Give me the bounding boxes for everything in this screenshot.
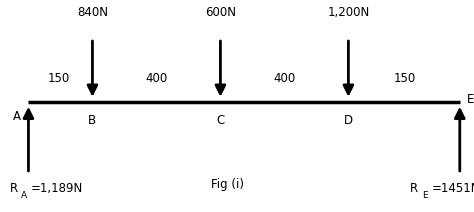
Text: B: B <box>88 114 97 127</box>
Text: E: E <box>467 93 474 106</box>
Text: A: A <box>21 191 27 200</box>
Text: Fig (i): Fig (i) <box>211 178 244 191</box>
Text: R: R <box>9 182 18 195</box>
Text: 150: 150 <box>394 72 416 85</box>
Text: 1,200N: 1,200N <box>327 6 370 19</box>
Text: 150: 150 <box>48 72 70 85</box>
Text: E: E <box>422 191 428 200</box>
Text: 400: 400 <box>273 72 295 85</box>
Text: A: A <box>13 110 21 123</box>
Text: D: D <box>344 114 353 127</box>
Text: C: C <box>216 114 225 127</box>
Text: 600N: 600N <box>205 6 236 19</box>
Text: =1,189N: =1,189N <box>31 182 83 195</box>
Text: R: R <box>410 182 418 195</box>
Text: =1451N: =1451N <box>431 182 474 195</box>
Text: 400: 400 <box>146 72 167 85</box>
Text: 840N: 840N <box>77 6 108 19</box>
